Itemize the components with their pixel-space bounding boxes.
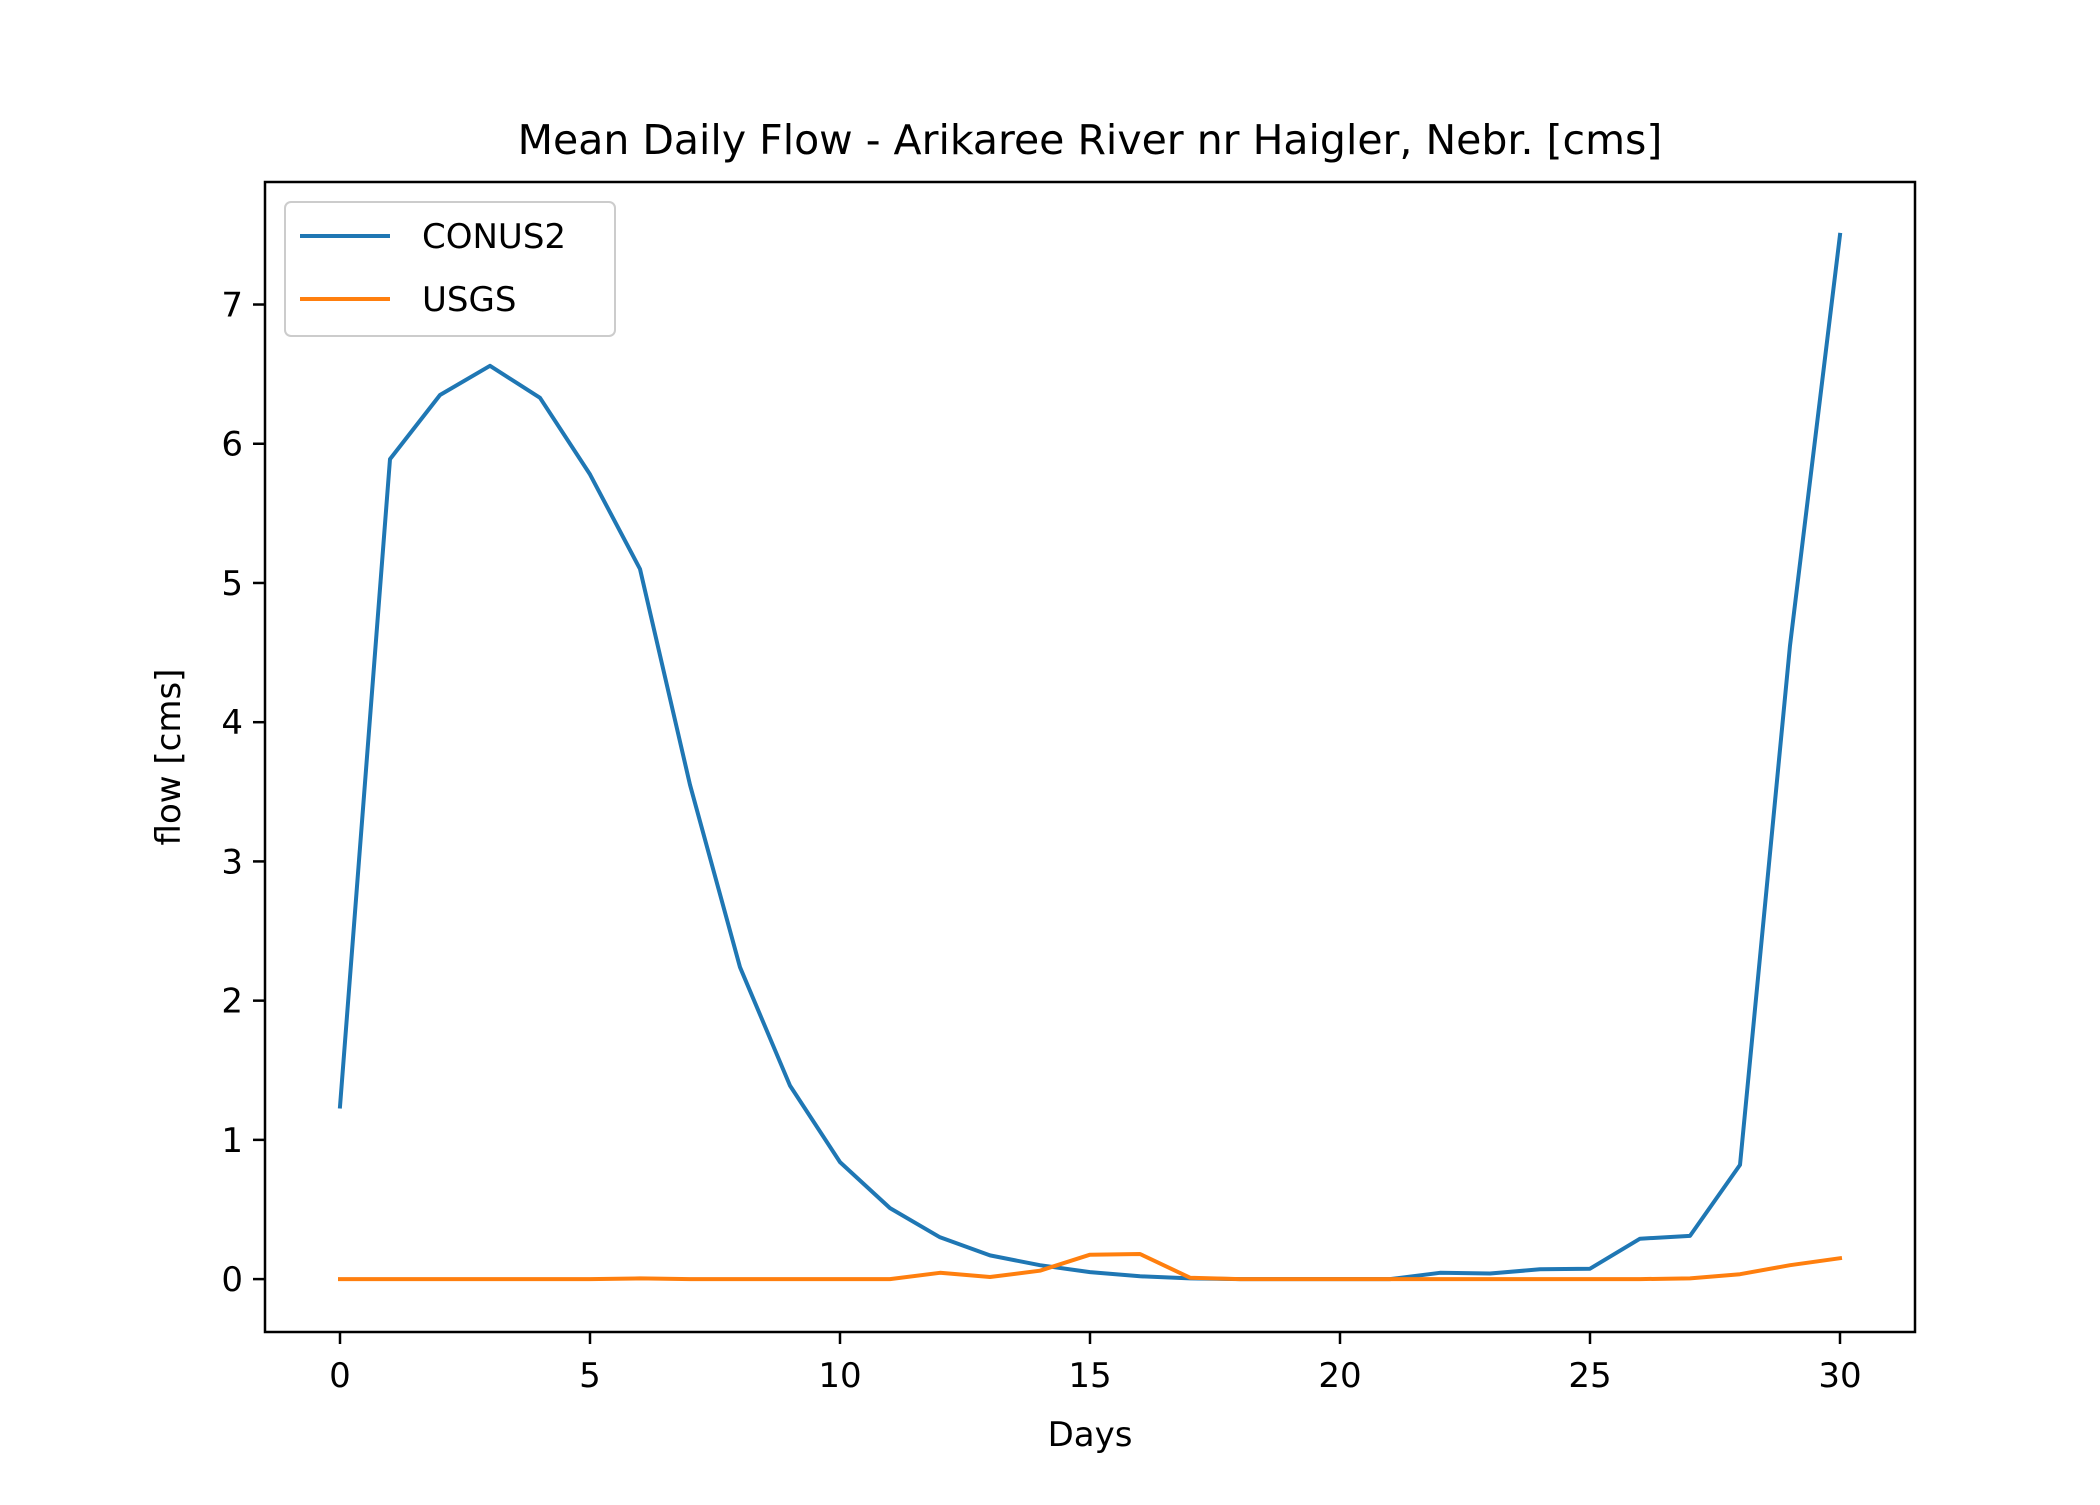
x-axis: 0 5 10 15 20 25 30 xyxy=(329,1332,1861,1396)
y-tick-label: 2 xyxy=(221,982,243,1022)
x-tick-label: 5 xyxy=(579,1356,601,1396)
y-tick-label: 3 xyxy=(221,842,243,882)
plot-area xyxy=(340,235,1840,1279)
x-tick-label: 25 xyxy=(1568,1356,1611,1396)
y-tick-label: 4 xyxy=(221,703,243,743)
y-tick-label: 1 xyxy=(221,1121,243,1161)
x-tick-label: 0 xyxy=(329,1356,351,1396)
series-line-conus2 xyxy=(340,235,1840,1279)
y-tick-label: 7 xyxy=(221,286,243,326)
x-tick-label: 10 xyxy=(818,1356,861,1396)
y-axis-label: flow [cms] xyxy=(149,669,189,846)
y-tick-label: 5 xyxy=(221,564,243,604)
y-axis: 0 1 2 3 4 5 6 7 xyxy=(221,286,265,1301)
axes-frame xyxy=(265,182,1915,1332)
legend-label: CONUS2 xyxy=(422,217,566,257)
series-line-usgs xyxy=(340,1254,1840,1279)
y-tick-label: 6 xyxy=(221,425,243,465)
x-axis-label: Days xyxy=(1048,1415,1133,1455)
x-tick-label: 15 xyxy=(1068,1356,1111,1396)
legend-label: USGS xyxy=(422,280,516,320)
x-tick-label: 30 xyxy=(1818,1356,1861,1396)
x-tick-label: 20 xyxy=(1318,1356,1361,1396)
chart-title: Mean Daily Flow - Arikaree River nr Haig… xyxy=(518,116,1663,164)
legend: CONUS2 USGS xyxy=(285,202,615,336)
y-tick-label: 0 xyxy=(221,1260,243,1300)
